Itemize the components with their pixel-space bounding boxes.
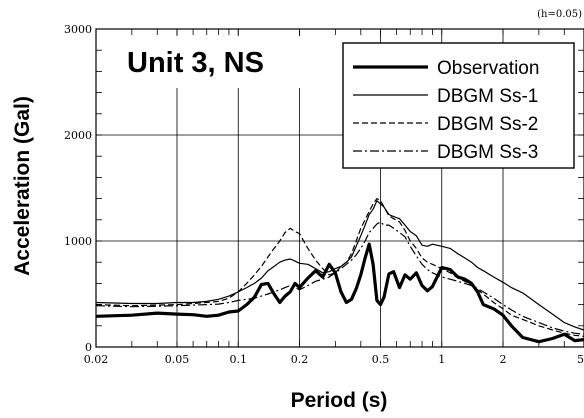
legend-label: Observation (437, 58, 539, 79)
series-line-dbgm-ss-1 (95, 200, 584, 331)
x-tick-label: 5 (577, 353, 584, 366)
damping-annotation: (h=0.05) (537, 9, 582, 20)
series-layer (95, 198, 584, 344)
y-tick-label: 1000 (64, 235, 92, 248)
y-tick-label: 0 (85, 341, 92, 354)
y-axis-label: Acceleration (Gal) (11, 96, 34, 276)
x-tick-label: 1 (438, 353, 445, 366)
x-tick-label: 0.2 (291, 353, 309, 366)
legend-label: DBGM Ss-1 (437, 86, 538, 107)
title-box (113, 36, 318, 88)
series-line-observation (95, 242, 584, 344)
x-tick-label: 0.05 (165, 353, 190, 366)
legend-label: DBGM Ss-3 (437, 142, 538, 163)
y-tick-labels: 0 1000 2000 3000 (64, 23, 92, 354)
x-tick-label: 0.1 (229, 353, 247, 366)
x-tick-labels: 0.02 0.05 0.1 0.2 0.5 1 2 5 (84, 353, 584, 366)
plot-frame (95, 28, 584, 348)
series-line-dbgm-ss-3 (95, 221, 584, 335)
y-tick-label: 3000 (64, 23, 92, 36)
x-tick-label: 2 (500, 353, 507, 366)
legend-box (342, 42, 575, 169)
y-tick-label: 2000 (64, 129, 92, 142)
legend-label: DBGM Ss-2 (437, 114, 538, 135)
legend: Observation DBGM Ss-1 DBGM Ss-2 DBGM Ss-3 (342, 42, 575, 169)
series-line-dbgm-ss-2 (95, 198, 584, 337)
chart-title: Unit 3, NS (127, 47, 264, 79)
x-tick-label: 0.02 (84, 353, 109, 366)
x-axis-label: Period (s) (291, 389, 388, 412)
x-tick-label: 0.5 (372, 353, 390, 366)
